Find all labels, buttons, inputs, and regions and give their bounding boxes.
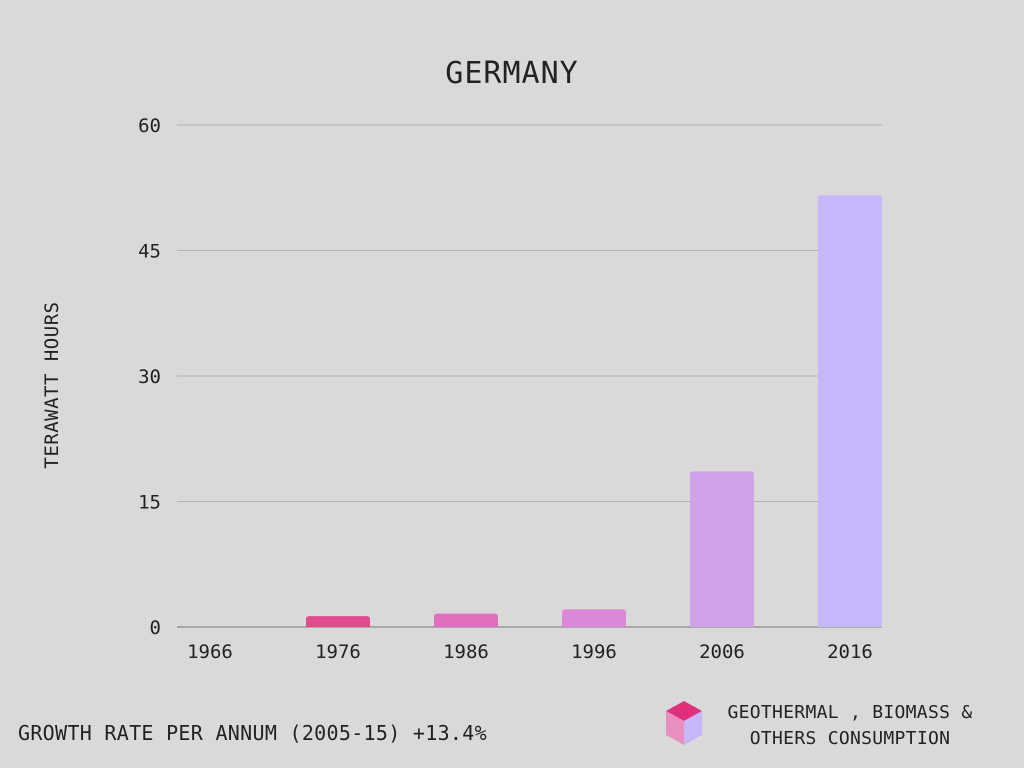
y-tick-label: 45 (138, 241, 161, 263)
y-tick-label: 60 (138, 115, 161, 137)
y-axis-label: TERAWATT HOURS (41, 301, 63, 469)
cube-left-face (666, 711, 684, 745)
bars (306, 195, 882, 627)
x-tick-label-2006: 2006 (699, 641, 745, 663)
y-tick-label: 30 (138, 366, 161, 388)
legend: GEOTHERMAL , BIOMASS & OTHERS CONSUMPTIO… (664, 700, 1004, 750)
bar-2016 (818, 195, 882, 627)
y-tick-label: 15 (138, 492, 161, 514)
legend-label: GEOTHERMAL , BIOMASS & OTHERS CONSUMPTIO… (712, 700, 988, 752)
x-tick-label-1996: 1996 (571, 641, 617, 663)
legend-label-line-2: OTHERS CONSUMPTION (749, 728, 951, 749)
y-tick-labels: 0 15 30 45 60 (138, 115, 161, 639)
cube-right-face (684, 711, 702, 745)
bar-1986 (434, 613, 498, 627)
bar-2006 (690, 471, 754, 627)
legend-label-line-1: GEOTHERMAL , BIOMASS & (727, 702, 973, 723)
x-tick-label-2016: 2016 (827, 641, 873, 663)
gridlines (177, 124, 882, 628)
cube-icon (666, 701, 702, 745)
x-tick-label-1966: 1966 (187, 641, 233, 663)
x-tick-label-1976: 1976 (315, 641, 361, 663)
x-tick-label-1986: 1986 (443, 641, 489, 663)
bar-1996 (562, 609, 626, 627)
y-tick-label: 0 (150, 617, 161, 639)
growth-rate-text: GROWTH RATE PER ANNUM (2005-15) +13.4% (18, 721, 487, 745)
bar-1976 (306, 616, 370, 627)
x-tick-labels: 1966 1976 1986 1996 2006 2016 (187, 641, 873, 663)
chart-title: GERMANY (445, 56, 579, 91)
